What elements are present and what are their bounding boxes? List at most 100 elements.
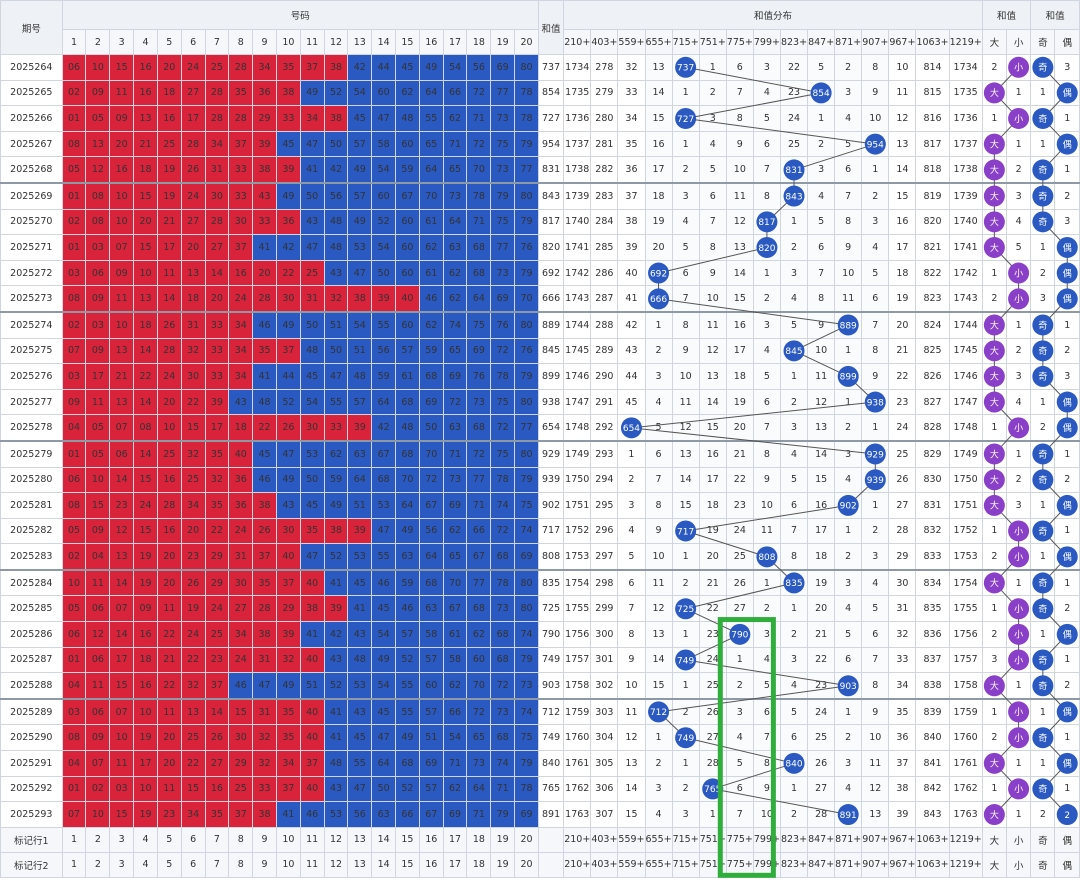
drawn-number: 21 xyxy=(133,130,158,158)
footer-dist: 871+ xyxy=(834,851,863,878)
drawn-number: 62 xyxy=(466,621,492,648)
drawn-number: 45 xyxy=(299,363,325,390)
drawn-number: 68 xyxy=(418,363,444,390)
dist-cell: 6 xyxy=(834,156,863,184)
drawn-number: 56 xyxy=(418,517,444,545)
draw-row[interactable]: 2025274 02 03 10 18 26 31 33 34 46 49 50 51 54 55 60 62 7… xyxy=(0,310,1080,339)
drawn-number: 02 xyxy=(85,775,111,803)
drawn-number: 19 xyxy=(180,595,206,623)
dist-cell: 11 xyxy=(644,568,673,597)
drawn-number: 55 xyxy=(371,543,397,571)
draw-row[interactable]: 2025271 01 03 07 15 17 20 27 37 41 42 47 48 53 54 60 62 6… xyxy=(0,234,1080,261)
drawn-number: 13 xyxy=(109,337,135,365)
footer-dist: 823+ xyxy=(779,826,809,853)
dist-cell: 2 xyxy=(725,672,754,700)
drawn-number: 54 xyxy=(442,54,468,81)
even-cell: 偶 xyxy=(1054,543,1080,571)
draw-row[interactable]: 2025285 05 06 07 09 11 19 24 27 28 29 38 39 41 45 46 63 6… xyxy=(0,595,1080,623)
drawn-number: 39 xyxy=(252,130,277,158)
dist-cell: 4 xyxy=(752,337,781,365)
draw-row[interactable]: 2025275 07 09 13 14 28 32 33 34 35 37 48 50 51 56 57 59 6… xyxy=(0,337,1080,365)
draw-row[interactable]: 2025282 05 09 12 15 16 20 22 24 26 30 35 38 39 47 49 56 6… xyxy=(0,517,1080,545)
draw-row[interactable]: 2025265 02 09 11 16 18 27 28 35 36 38 49 52 54 60 62 64 6… xyxy=(0,79,1080,107)
drawn-number: 16 xyxy=(156,517,182,545)
footer-blank xyxy=(537,826,565,853)
sum-value: 666 xyxy=(537,285,565,313)
drawn-number: 40 xyxy=(299,724,325,752)
dist-cell: 902 xyxy=(834,492,863,519)
dist-cell: 6 xyxy=(698,181,727,210)
draw-row[interactable]: 2025291 04 07 11 17 20 22 27 29 32 34 37 48 55 64 68 69 7… xyxy=(0,750,1080,777)
draw-row[interactable]: 2025290 08 09 10 19 20 25 26 30 32 35 40 41 45 47 49 51 5… xyxy=(0,724,1080,752)
drawn-number: 68 xyxy=(371,466,397,494)
drawn-number: 59 xyxy=(395,156,420,184)
drawn-number: 52 xyxy=(275,388,301,416)
draw-row[interactable]: 2025268 05 12 16 18 19 26 31 33 38 39 41 42 49 54 59 64 6… xyxy=(0,156,1080,184)
dist-cell: 8 xyxy=(807,285,836,313)
drawn-number: 60 xyxy=(466,646,492,674)
drawn-number: 57 xyxy=(347,181,373,210)
drawn-number: 55 xyxy=(395,697,420,726)
drawn-number: 25 xyxy=(204,621,230,648)
draw-row[interactable]: 2025293 07 10 15 19 23 34 35 37 38 41 46 53 56 63 66 67 6… xyxy=(0,801,1080,828)
drawn-number: 79 xyxy=(514,208,539,236)
drawn-number: 43 xyxy=(323,646,349,674)
drawn-number: 34 xyxy=(299,105,325,132)
dist-cell: 10 xyxy=(698,285,727,313)
dist-cell: 5 xyxy=(752,105,781,132)
dist-cell: 7 xyxy=(752,724,781,752)
drawn-number: 69 xyxy=(466,337,492,365)
draw-row[interactable]: 2025292 01 02 03 10 11 15 16 25 33 37 40 43 47 50 52 57 6… xyxy=(0,775,1080,803)
drawn-number: 23 xyxy=(180,543,206,571)
draw-row[interactable]: 2025289 03 06 07 10 11 13 14 15 31 35 40 41 43 45 55 57 6… xyxy=(0,697,1080,726)
dist-cell: 8 xyxy=(644,492,673,519)
draw-row[interactable]: 2025280 06 10 14 15 16 25 32 36 46 49 50 59 64 68 70 72 7… xyxy=(0,466,1080,494)
drawn-number: 16 xyxy=(133,672,158,700)
drawn-number: 05 xyxy=(61,517,87,545)
draw-row[interactable]: 2025276 03 17 21 22 24 30 33 34 41 44 45 47 48 59 61 68 6… xyxy=(0,363,1080,390)
draw-row[interactable]: 2025270 02 08 10 20 21 27 28 30 33 36 43 48 49 52 60 61 6… xyxy=(0,208,1080,236)
draw-row[interactable]: 2025269 01 08 10 15 19 24 30 33 43 49 50 56 57 60 67 70 7… xyxy=(0,181,1080,210)
drawn-number: 48 xyxy=(347,646,373,674)
draw-row[interactable]: 2025273 08 09 11 13 14 18 20 24 28 30 31 32 38 39 40 46 6… xyxy=(0,285,1080,313)
draw-row[interactable]: 2025266 01 05 09 13 16 17 28 28 29 33 34 38 45 47 48 55 6… xyxy=(0,105,1080,132)
drawn-number: 67 xyxy=(418,492,444,519)
drawn-number: 10 xyxy=(85,466,111,494)
drawn-number: 10 xyxy=(133,697,158,726)
dist-cell: 1 xyxy=(834,697,863,726)
draw-row[interactable]: 2025279 01 05 06 14 25 32 35 40 45 47 53 62 63 67 68 70 7… xyxy=(0,439,1080,468)
dist-cell: 2 xyxy=(807,130,836,158)
draw-row[interactable]: 2025286 06 12 14 16 22 24 25 34 38 39 41 42 43 54 57 58 6… xyxy=(0,621,1080,648)
draw-row[interactable]: 2025278 04 05 07 08 10 15 17 18 22 26 30 33 39 42 48 50 6… xyxy=(0,414,1080,442)
dist-cell: 9 xyxy=(861,79,890,107)
draw-row[interactable]: 2025267 08 13 20 21 25 28 34 37 39 45 47 50 57 58 60 65 7… xyxy=(0,130,1080,158)
drawn-number: 77 xyxy=(466,568,492,597)
drawn-number: 22 xyxy=(275,259,301,287)
draw-row[interactable]: 2025281 08 15 23 24 28 34 35 36 38 43 45 49 51 53 64 67 6… xyxy=(0,492,1080,519)
dist-cell: 1 xyxy=(671,672,700,700)
draw-row[interactable]: 2025264 06 10 15 16 20 24 25 28 34 35 37 38 42 44 45 49 5… xyxy=(0,54,1080,81)
drawn-number: 53 xyxy=(323,801,349,828)
small-cell: 1 xyxy=(1005,801,1032,828)
draw-row[interactable]: 2025284 10 11 14 19 20 26 29 30 35 37 40 41 45 46 59 68 7… xyxy=(0,568,1080,597)
draw-row[interactable]: 2025272 03 06 09 10 11 13 14 16 20 22 25 43 47 50 60 61 6… xyxy=(0,259,1080,287)
draw-row[interactable]: 2025283 02 04 13 19 20 23 29 31 37 40 47 52 53 55 63 64 6… xyxy=(0,543,1080,571)
draw-row[interactable]: 2025287 01 06 17 18 21 22 23 24 31 32 40 43 48 49 52 57 5… xyxy=(0,646,1080,674)
drawn-number: 34 xyxy=(180,801,206,828)
dist-cell: 5 xyxy=(617,543,646,571)
drawn-number: 18 xyxy=(156,79,182,107)
drawn-number: 57 xyxy=(395,337,420,365)
dist-cell: 5 xyxy=(671,234,700,261)
drawn-number: 77 xyxy=(514,156,539,184)
odd-cell: 3 xyxy=(1030,285,1056,313)
footer-num: 20 xyxy=(514,851,539,878)
big-cell: 2 xyxy=(981,543,1007,571)
drawn-number: 32 xyxy=(180,672,206,700)
header-hezhi-jo: 和值 xyxy=(1030,0,1080,30)
draw-row[interactable]: 2025288 04 11 15 16 22 32 37 46 47 49 51 52 53 54 55 60 6… xyxy=(0,672,1080,700)
draw-row[interactable]: 2025277 09 11 13 14 20 22 39 43 48 52 54 55 57 64 68 69 7… xyxy=(0,388,1080,416)
drawn-number: 20 xyxy=(109,130,135,158)
drawn-number: 64 xyxy=(371,388,397,416)
drawn-number: 42 xyxy=(371,414,397,442)
dist-cell: 11 xyxy=(617,697,646,726)
